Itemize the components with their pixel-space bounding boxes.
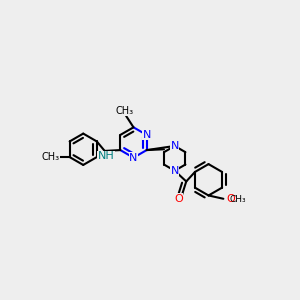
Text: CH₃: CH₃ (116, 106, 134, 116)
Text: CH₃: CH₃ (229, 195, 246, 204)
Text: N: N (129, 153, 138, 163)
Text: CH₃: CH₃ (41, 152, 59, 162)
Text: O: O (226, 194, 235, 204)
Text: N: N (170, 141, 179, 151)
Text: O: O (174, 194, 183, 204)
Text: NH: NH (98, 151, 115, 161)
Text: N: N (170, 166, 179, 176)
Text: N: N (142, 130, 151, 140)
